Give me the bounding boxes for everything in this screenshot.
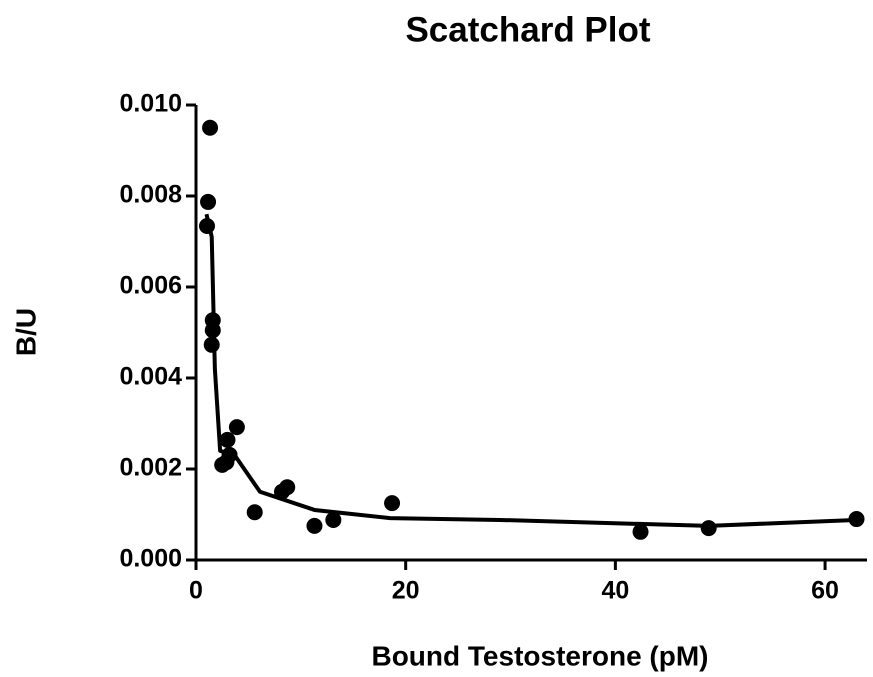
- y-tick-label: 0.010: [119, 90, 182, 118]
- point: [306, 517, 323, 534]
- point: [384, 495, 401, 512]
- x-axis-label: Bound Testosterone (pM): [371, 640, 708, 671]
- y-tick-label: 0.000: [119, 545, 182, 573]
- point: [279, 479, 296, 496]
- x-tick-label: 0: [189, 577, 203, 605]
- point: [848, 511, 865, 528]
- point: [218, 454, 235, 471]
- point: [203, 336, 220, 353]
- x-tick-label: 20: [392, 577, 420, 605]
- point: [219, 431, 236, 448]
- chart-title: Scatchard Plot: [405, 10, 650, 49]
- y-tick-label: 0.008: [119, 181, 182, 209]
- y-tick-label: 0.002: [119, 454, 182, 482]
- y-tick-label: 0.006: [119, 272, 182, 300]
- point: [202, 119, 219, 136]
- x-tick-label: 60: [811, 577, 839, 605]
- point: [700, 520, 717, 537]
- point: [246, 504, 263, 521]
- point: [325, 511, 342, 528]
- x-tick-label: 40: [601, 577, 629, 605]
- fit-line: [204, 213, 856, 528]
- y-tick-label: 0.004: [119, 363, 182, 391]
- point: [632, 523, 649, 540]
- y-axis-label: B/U: [10, 308, 41, 356]
- point: [199, 218, 216, 235]
- point: [200, 193, 217, 210]
- point: [204, 322, 221, 339]
- point: [228, 419, 245, 436]
